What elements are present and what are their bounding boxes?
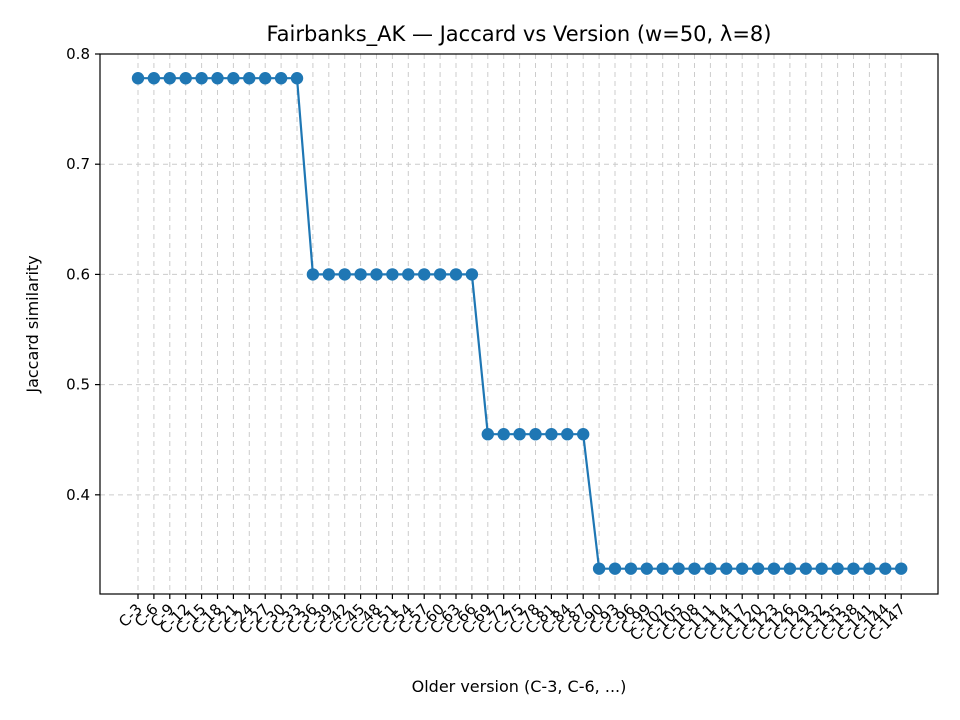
data-point [879, 562, 892, 575]
data-point [497, 428, 510, 441]
data-point [513, 428, 526, 441]
y-axis-label: Jaccard similarity [23, 255, 42, 393]
data-point [545, 428, 558, 441]
data-point [895, 562, 908, 575]
chart-title: Fairbanks_AK — Jaccard vs Version (w=50,… [267, 22, 772, 47]
data-point [863, 562, 876, 575]
data-point [290, 72, 304, 85]
data-point [338, 268, 351, 281]
data-point [720, 562, 733, 575]
data-point [481, 428, 494, 441]
data-point [195, 72, 208, 85]
data-point [386, 268, 399, 281]
y-tick-label: 0.7 [66, 155, 90, 173]
data-point [815, 562, 828, 575]
data-point [354, 268, 367, 281]
data-point [322, 268, 335, 281]
data-point [592, 562, 606, 575]
data-point [227, 72, 240, 85]
data-point [704, 562, 717, 575]
data-point [147, 72, 161, 85]
y-tick-label: 0.4 [66, 486, 90, 504]
y-tick-label: 0.6 [66, 265, 90, 283]
data-point [577, 428, 590, 441]
data-point [799, 562, 812, 575]
data-point [259, 72, 272, 85]
data-point [449, 268, 463, 281]
data-point [751, 562, 765, 575]
data-point [783, 562, 797, 575]
data-point [418, 268, 431, 281]
y-tick-label: 0.5 [66, 376, 90, 394]
data-point [402, 268, 415, 281]
data-point [736, 562, 749, 575]
x-axis-label: Older version (C-3, C-6, ...) [412, 677, 627, 696]
data-point [529, 428, 542, 441]
data-point [433, 268, 447, 281]
data-point [274, 72, 288, 85]
data-point [767, 562, 781, 575]
data-point [640, 562, 653, 575]
y-axis: 0.4 0.5 0.6 0.7 0.8 [66, 45, 100, 504]
data-point [656, 562, 669, 575]
data-point [163, 72, 176, 85]
data-point [179, 72, 192, 85]
data-point [624, 562, 638, 575]
data-point [465, 268, 479, 281]
data-point [847, 562, 860, 575]
y-tick-label: 0.8 [66, 45, 90, 63]
data-point [243, 72, 256, 85]
data-point [672, 562, 685, 575]
data-point [306, 268, 320, 281]
data-point [370, 268, 383, 281]
grid-layer [100, 53, 938, 594]
series-layer [131, 72, 908, 575]
data-point [831, 562, 844, 575]
data-point [561, 428, 574, 441]
data-point [688, 562, 701, 575]
data-point [211, 72, 224, 85]
data-point [131, 72, 145, 85]
data-point [608, 562, 622, 575]
